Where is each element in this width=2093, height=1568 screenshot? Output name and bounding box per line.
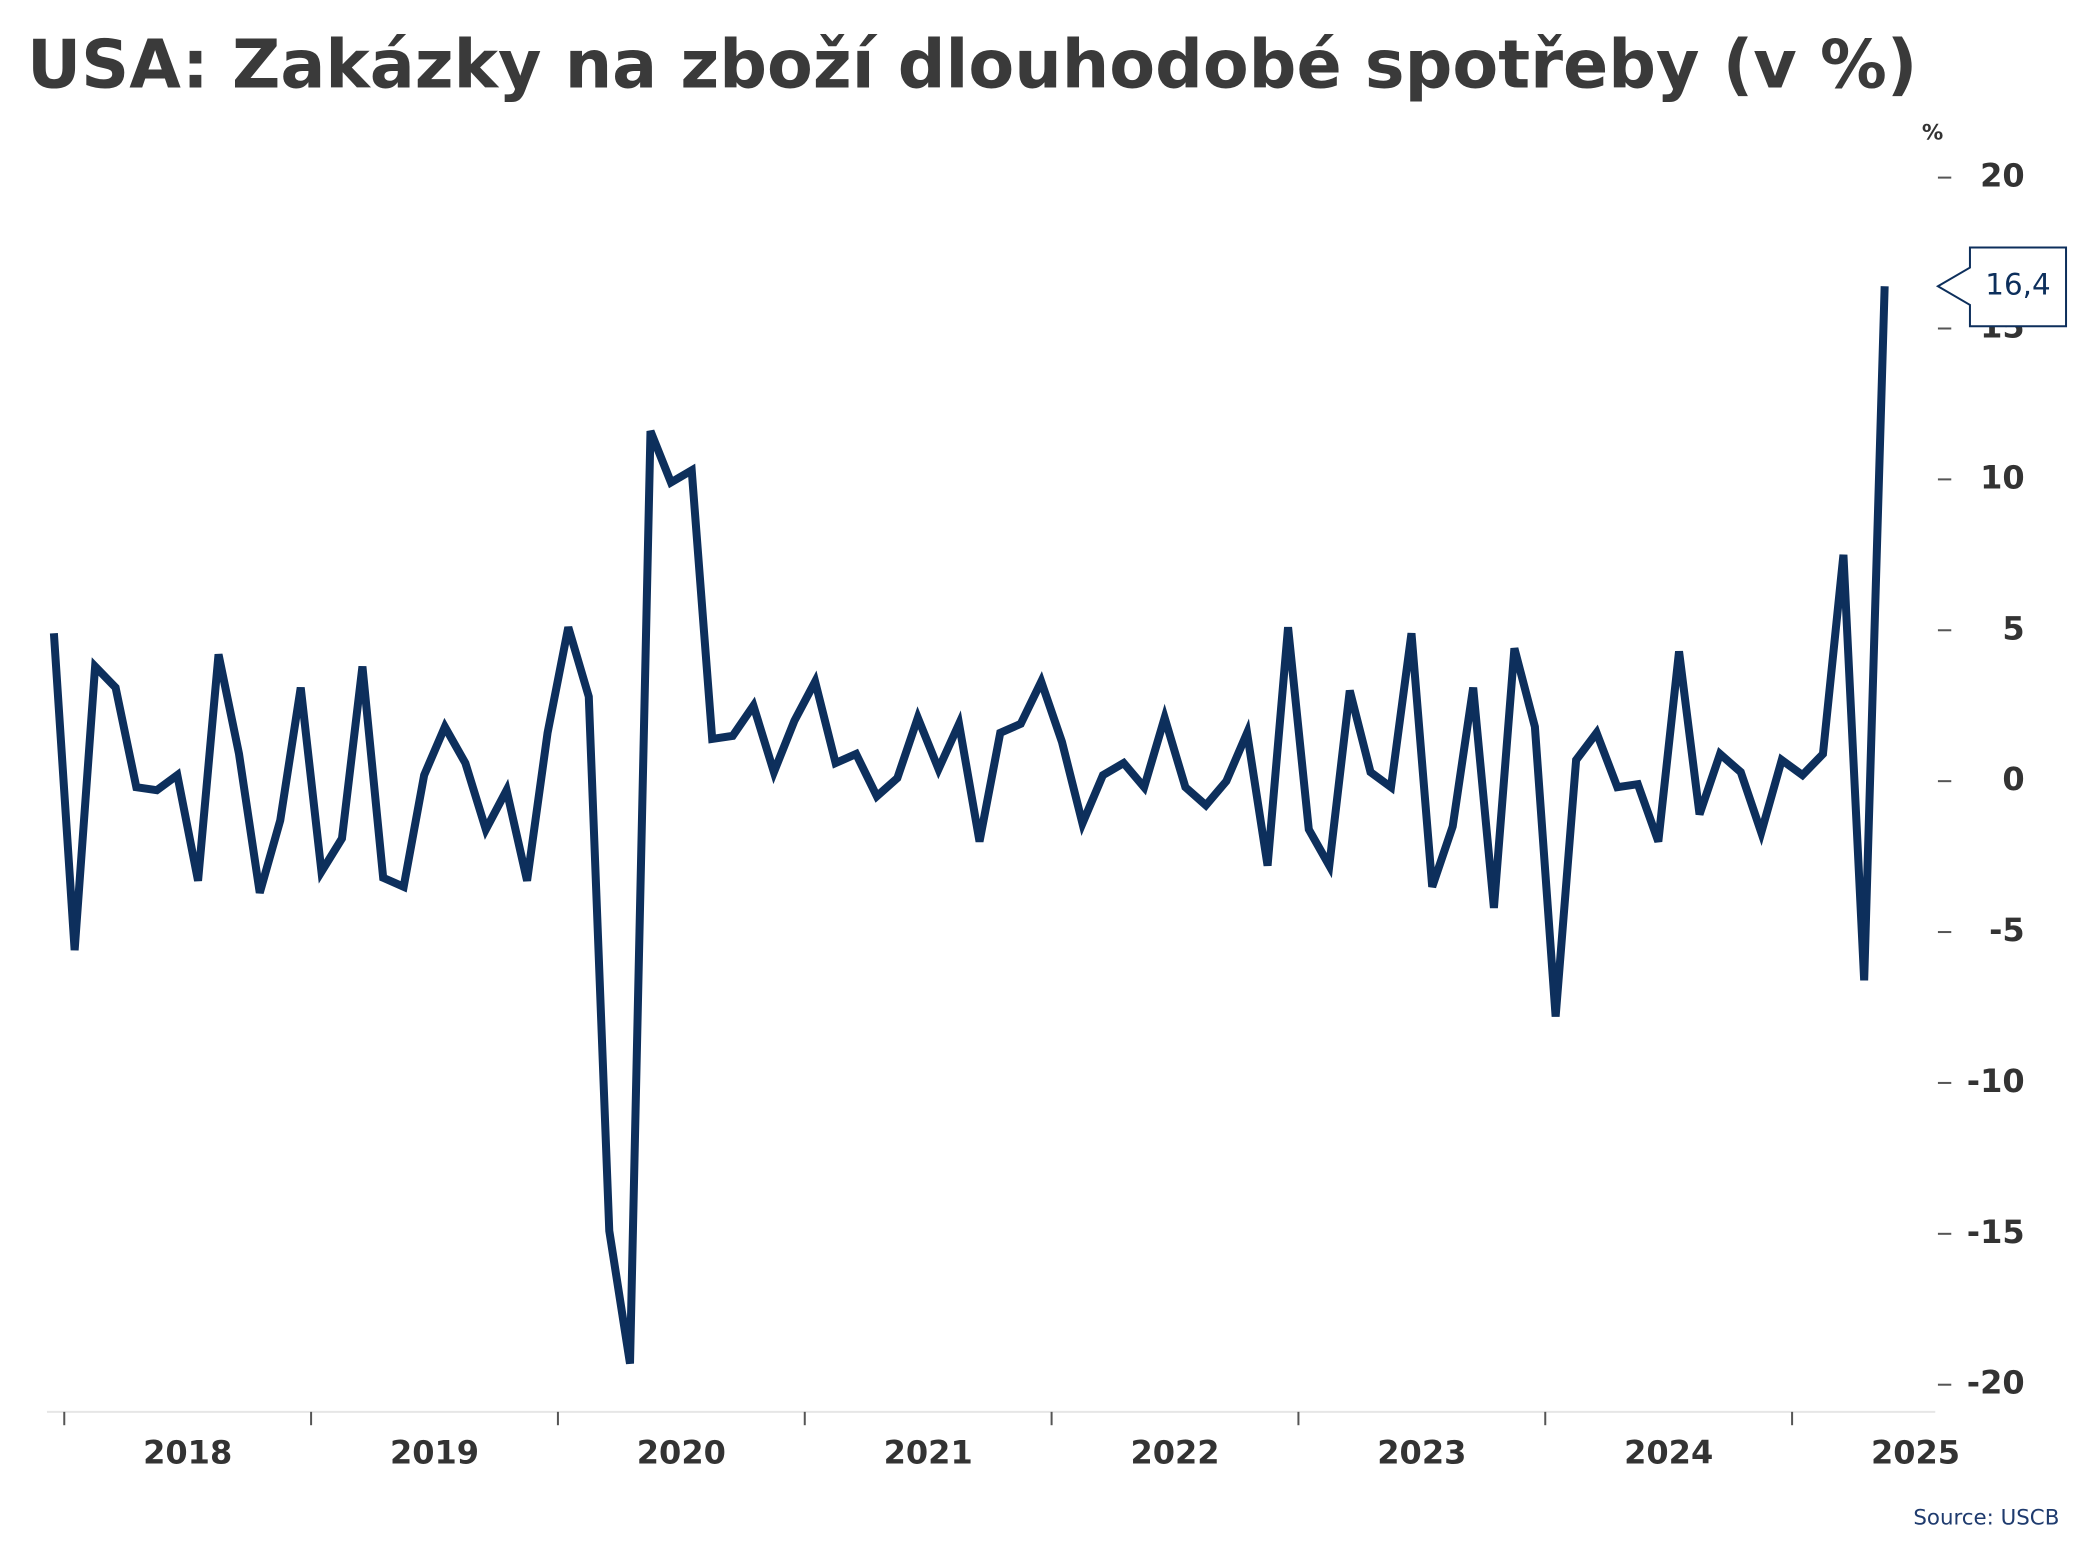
y-tick-label: 0	[2002, 760, 2024, 798]
y-tick-label: 5	[2002, 609, 2024, 647]
chart-title: USA: Zakázky na zboží dlouhodobé spotřeb…	[27, 25, 1917, 103]
x-tick-label: 2021	[884, 1434, 973, 1472]
x-tick-label: 2025	[1871, 1434, 1960, 1472]
x-tick-label: 2022	[1130, 1434, 1219, 1472]
y-tick-label: -10	[1967, 1062, 2025, 1100]
callout-box	[1935, 246, 2068, 328]
line-series	[49, 286, 1889, 1365]
source: Source: USCB	[1913, 1506, 2059, 1531]
callout-label: 16,4	[1985, 268, 2050, 302]
y-tick-label: 10	[1980, 458, 2025, 496]
x-tick-label: 2018	[143, 1434, 232, 1472]
y-tick-label: -20	[1967, 1364, 2025, 1402]
y-tick-label: -5	[1989, 911, 2025, 949]
x-tick-label: 2020	[637, 1434, 726, 1472]
y-unit: %	[1922, 120, 1943, 145]
y-tick-label: 20	[1980, 157, 2025, 195]
x-tick-label: 2019	[390, 1434, 479, 1472]
y-tick-label: -15	[1967, 1213, 2025, 1251]
x-tick-label: 2023	[1377, 1434, 1466, 1472]
x-tick-label: 2024	[1624, 1434, 1713, 1472]
